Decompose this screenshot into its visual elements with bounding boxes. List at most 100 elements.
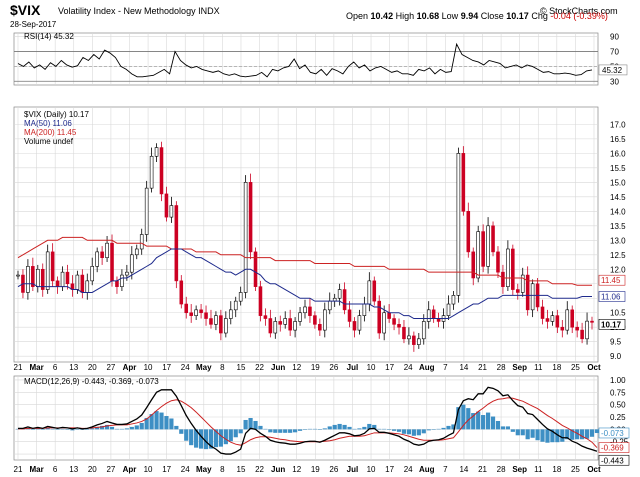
x-tick-label: 15 <box>237 363 246 372</box>
macd-histogram-bar <box>560 429 564 441</box>
candle-body <box>472 252 475 278</box>
candle-body <box>462 153 465 211</box>
price-panel-frame <box>14 107 598 362</box>
candle-body <box>224 319 227 333</box>
macd-histogram-bar <box>248 418 252 429</box>
macd-histogram-bar <box>273 429 277 432</box>
macd-histogram-bar <box>318 429 322 430</box>
macd-histogram-bar <box>481 415 485 429</box>
candle-body <box>185 304 188 313</box>
macd-histogram-bar <box>60 429 64 430</box>
ma200-last-label: 11.45 <box>601 276 621 285</box>
price-tick-label: 12.5 <box>610 251 626 260</box>
candle-body <box>289 319 292 331</box>
macd-histogram-bar <box>125 428 129 429</box>
candle-body <box>66 272 69 284</box>
rsi-panel-frame <box>14 33 598 85</box>
candle-body <box>190 313 193 316</box>
x-tick-label: 21 <box>14 465 23 474</box>
price-legend-entry: $VIX (Daily) 10.17 <box>24 110 89 119</box>
macd-histogram-bar <box>580 429 584 439</box>
candle-body <box>120 275 123 287</box>
price-tick-label: 14.5 <box>610 193 626 202</box>
macd-histogram-bar <box>244 420 248 429</box>
candle-body <box>393 319 396 325</box>
x-tick-label: 25 <box>571 465 580 474</box>
candle-body <box>115 281 118 287</box>
macd-histogram-bar <box>590 429 594 436</box>
candle-body <box>125 272 128 275</box>
candle-body <box>373 281 376 301</box>
candle-body <box>368 281 371 304</box>
x-tick-label: 6 <box>53 465 58 474</box>
candle-body <box>279 321 282 324</box>
candle-body <box>259 287 262 316</box>
candle-body <box>482 232 485 267</box>
macd-histogram-bar <box>120 429 124 430</box>
candle-body <box>91 266 94 280</box>
candle-body <box>17 275 20 276</box>
x-tick-label: 28 <box>497 465 506 474</box>
candle-body <box>506 249 509 287</box>
macd-histogram-bar <box>491 417 495 430</box>
candle-body <box>407 336 410 339</box>
macd-histogram-bar <box>224 429 228 444</box>
macd-histogram-bar <box>328 426 332 429</box>
macd-tick-label: 1.00 <box>610 376 626 385</box>
macd-signal-last-label: -0.369 <box>601 444 624 453</box>
x-tick-label: 12 <box>292 363 301 372</box>
candle-body <box>328 301 331 310</box>
x-tick-label: 8 <box>220 465 225 474</box>
macd-histogram-bar <box>110 427 114 429</box>
price-tick-label: 9.0 <box>610 352 622 361</box>
macd-histogram-bar <box>154 411 158 429</box>
x-tick-label: Mar <box>29 465 43 474</box>
price-legend-entry: MA(50) 11.06 <box>24 119 72 128</box>
candle-body <box>313 316 316 325</box>
candle-body <box>304 307 307 313</box>
candle-body <box>160 148 163 194</box>
candle-body <box>323 310 326 330</box>
x-tick-label: 6 <box>53 363 58 372</box>
x-tick-label: 19 <box>311 465 320 474</box>
x-tick-label: 7 <box>443 363 448 372</box>
x-tick-label: 18 <box>552 465 561 474</box>
x-tick-label: Oct <box>587 465 601 474</box>
x-tick-label: 10 <box>144 363 153 372</box>
macd-tick-label: 0.25 <box>610 413 626 422</box>
x-tick-label: 10 <box>367 465 376 474</box>
x-tick-label: 14 <box>459 465 468 474</box>
candle-body <box>219 316 222 333</box>
price-tick-label: 12.0 <box>610 265 626 274</box>
price-tick-label: 10.5 <box>610 309 626 318</box>
macd-histogram-bar <box>55 429 59 430</box>
candle-body <box>591 321 594 322</box>
candle-body <box>412 336 415 345</box>
x-tick-label: 19 <box>311 363 320 372</box>
candle-body <box>452 295 455 304</box>
macd-histogram-bar <box>595 429 599 433</box>
candle-body <box>299 313 302 322</box>
x-tick-label: 26 <box>329 465 338 474</box>
candle-body <box>269 319 272 333</box>
price-tick-label: 13.5 <box>610 222 626 231</box>
candle-body <box>586 321 589 339</box>
candle-body <box>492 226 495 252</box>
macd-histogram-bar <box>501 426 505 429</box>
candle-body <box>284 319 287 325</box>
macd-histogram-bar <box>234 429 238 437</box>
macd-histogram-bar <box>140 423 144 429</box>
candle-body <box>175 206 178 281</box>
macd-histogram-bar <box>313 429 317 430</box>
macd-histogram-bar <box>189 429 193 445</box>
candle-body <box>343 290 346 310</box>
x-tick-label: 7 <box>443 465 448 474</box>
macd-histogram-bar <box>397 429 401 431</box>
candle-body <box>51 252 54 281</box>
candle-body <box>348 310 351 322</box>
candle-body <box>135 249 138 255</box>
macd-histogram-bar <box>288 429 292 432</box>
x-tick-label: 17 <box>385 465 394 474</box>
candle-body <box>150 156 153 188</box>
